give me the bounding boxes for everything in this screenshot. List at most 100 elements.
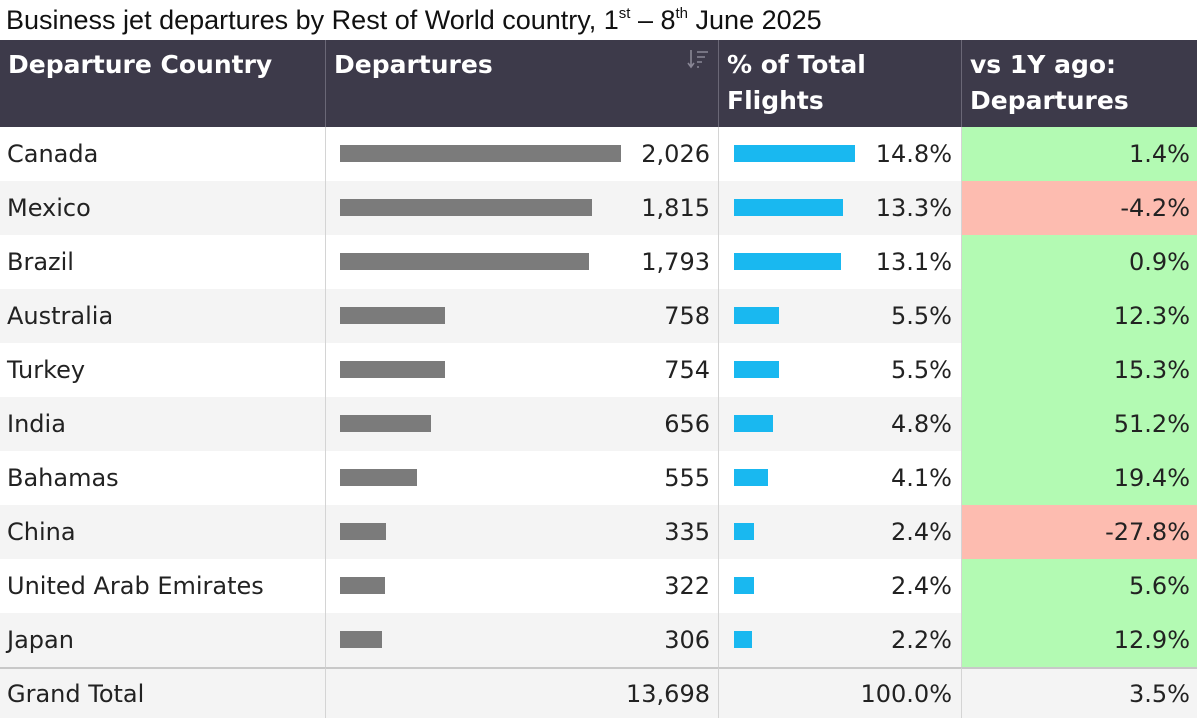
yoy-change-value: 51.2% (1113, 410, 1190, 438)
header-country[interactable]: Departure Country (0, 40, 325, 127)
pct-total-value: 5.5% (891, 302, 952, 330)
pct-total-value: 13.1% (875, 248, 952, 276)
chart-title: Business jet departures by Rest of World… (6, 5, 822, 35)
departures-bar (340, 253, 589, 270)
pct-bar-track (734, 576, 862, 596)
pct-total-bar (734, 577, 754, 594)
departures-value: 2,026 (641, 140, 710, 168)
yoy-change-value: -4.2% (1120, 194, 1190, 222)
pct-bar-track (734, 144, 862, 164)
yoy-change-cell: 1.4% (961, 127, 1197, 181)
pct-total-value: 13.3% (875, 194, 952, 222)
departures-cell: 555 (325, 451, 718, 505)
pct-total-cell: 5.5% (718, 289, 961, 343)
yoy-change-cell: 12.3% (961, 289, 1197, 343)
departures-cell: 758 (325, 289, 718, 343)
yoy-change-value: 19.4% (1113, 464, 1190, 492)
country-label: Australia (7, 302, 114, 330)
departures-bar-track (340, 630, 630, 650)
departures-bar-track (340, 468, 630, 488)
yoy-change-value: 0.9% (1129, 248, 1190, 276)
departures-bar-track (340, 576, 630, 596)
pct-total-cell: 14.8% (718, 127, 961, 181)
country-cell: India (0, 397, 325, 451)
yoy-change-value: -27.8% (1105, 518, 1190, 546)
pct-total-value: 2.2% (891, 626, 952, 654)
pct-total-bar (734, 469, 768, 486)
country-label: United Arab Emirates (7, 572, 264, 600)
departures-bar (340, 577, 385, 594)
yoy-change-value: 15.3% (1113, 356, 1190, 384)
yoy-change-cell: -27.8% (961, 505, 1197, 559)
pct-total-cell: 13.1% (718, 235, 961, 289)
departures-value: 754 (664, 356, 710, 384)
country-cell: Turkey (0, 343, 325, 397)
grand-total-pct: 100.0% (860, 679, 952, 708)
yoy-change-value: 1.4% (1129, 140, 1190, 168)
departures-bar (340, 199, 592, 216)
yoy-change-cell: 5.6% (961, 559, 1197, 613)
departures-value: 335 (664, 518, 710, 546)
grand-total-yoy: 3.5% (1129, 679, 1190, 708)
departures-cell: 335 (325, 505, 718, 559)
country-label: China (7, 518, 76, 546)
country-label: India (7, 410, 66, 438)
pct-bar-track (734, 630, 862, 650)
pct-total-bar (734, 307, 779, 324)
departures-bar-track (340, 360, 630, 380)
pct-total-bar (734, 199, 843, 216)
grand-total-label-cell: Grand Total (0, 667, 325, 718)
departures-bar (340, 361, 445, 378)
departures-bar (340, 523, 387, 540)
header-vs-1y-ago[interactable]: vs 1Y ago: Departures (961, 40, 1197, 127)
grand-total-departures: 13,698 (626, 679, 710, 708)
pct-total-bar (734, 361, 779, 378)
yoy-change-value: 12.3% (1113, 302, 1190, 330)
country-label: Mexico (7, 194, 91, 222)
yoy-change-cell: -4.2% (961, 181, 1197, 235)
country-label: Bahamas (7, 464, 119, 492)
departures-cell: 1,815 (325, 181, 718, 235)
pct-bar-track (734, 198, 862, 218)
departures-value: 1,793 (641, 248, 710, 276)
pct-total-cell: 4.8% (718, 397, 961, 451)
pct-total-bar (734, 523, 754, 540)
departures-value: 322 (664, 572, 710, 600)
departures-cell: 754 (325, 343, 718, 397)
header-pct-total[interactable]: % of Total Flights (718, 40, 961, 127)
pct-bar-track (734, 414, 862, 434)
pct-total-value: 2.4% (891, 572, 952, 600)
pct-total-bar (734, 631, 752, 648)
country-label: Canada (7, 140, 99, 168)
country-cell: Brazil (0, 235, 325, 289)
departures-value: 758 (664, 302, 710, 330)
pct-bar-track (734, 468, 862, 488)
pct-total-value: 4.8% (891, 410, 952, 438)
departures-bar (340, 631, 383, 648)
departures-cell: 2,026 (325, 127, 718, 181)
pct-total-cell: 2.2% (718, 613, 961, 667)
departures-bar-track (340, 306, 630, 326)
pct-total-bar (734, 145, 855, 162)
pct-total-cell: 2.4% (718, 559, 961, 613)
country-cell: Mexico (0, 181, 325, 235)
grand-total-departures-cell: 13,698 (325, 667, 718, 718)
country-label: Turkey (7, 356, 86, 384)
pct-bar-track (734, 360, 862, 380)
pct-total-value: 14.8% (875, 140, 952, 168)
country-label: Brazil (7, 248, 74, 276)
departures-value: 306 (664, 626, 710, 654)
pct-total-cell: 2.4% (718, 505, 961, 559)
departures-bar (340, 307, 446, 324)
pct-total-value: 4.1% (891, 464, 952, 492)
yoy-change-value: 12.9% (1113, 626, 1190, 654)
sort-descending-icon[interactable] (686, 48, 710, 70)
header-departures[interactable]: Departures (325, 40, 718, 127)
country-cell: Canada (0, 127, 325, 181)
departures-bar (340, 145, 621, 162)
departures-cell: 1,793 (325, 235, 718, 289)
departures-bar-track (340, 198, 630, 218)
departures-bar-track (340, 522, 630, 542)
pct-total-value: 2.4% (891, 518, 952, 546)
yoy-change-cell: 12.9% (961, 613, 1197, 667)
